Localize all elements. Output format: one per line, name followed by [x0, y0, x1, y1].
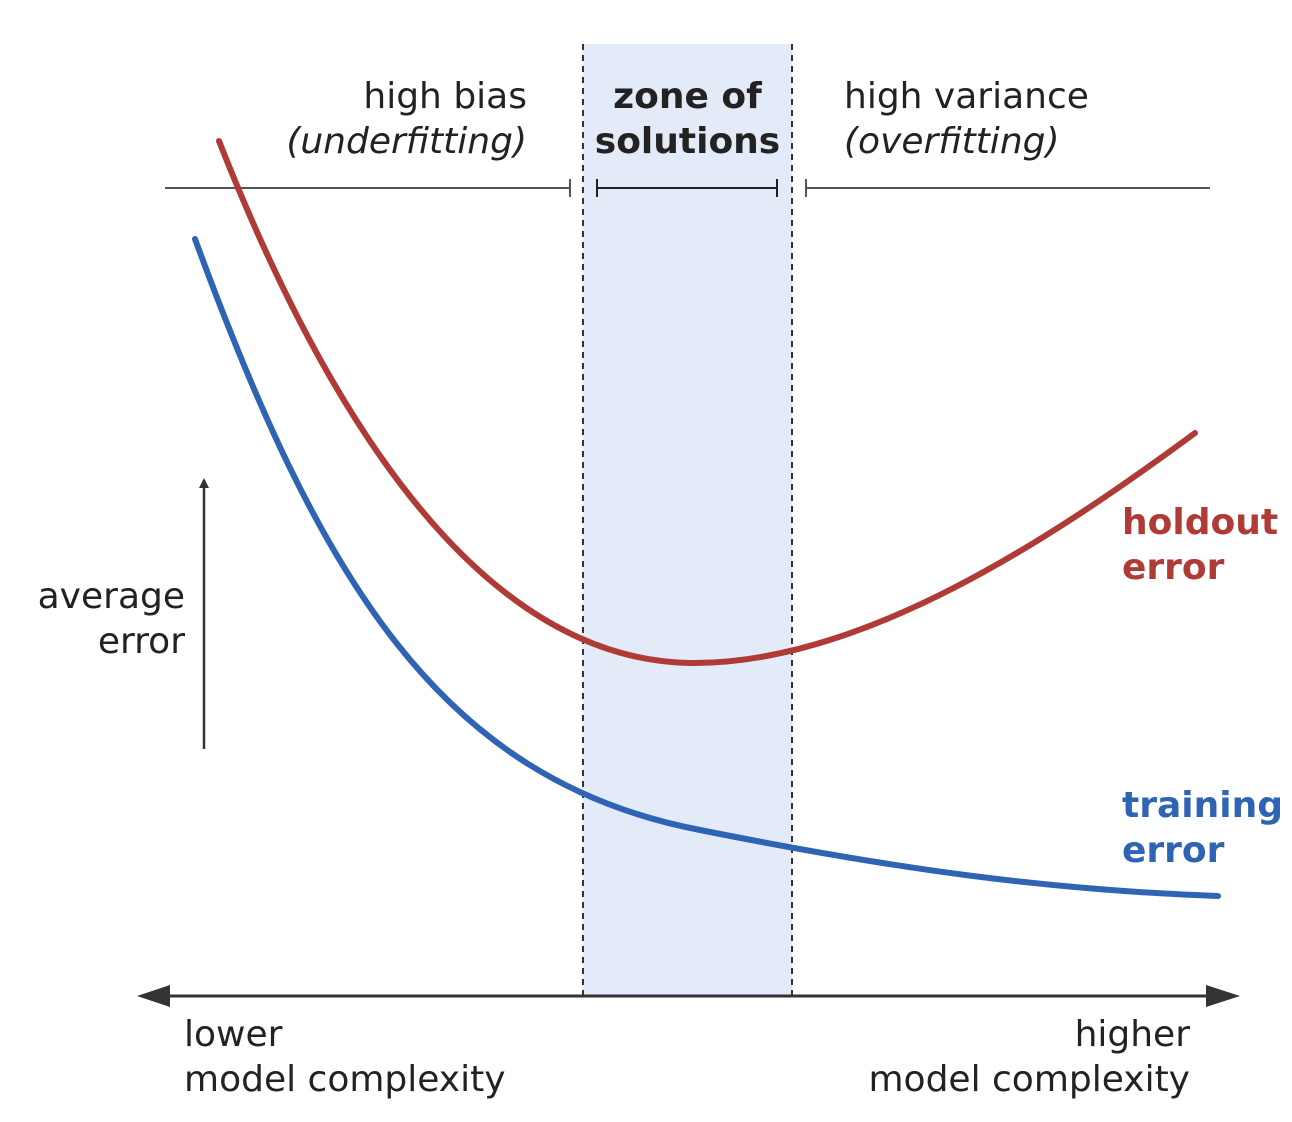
holdout-error-text: error — [1122, 547, 1225, 588]
x-axis-left-label: lower model complexity — [184, 1012, 506, 1102]
holdout-text: holdout — [1122, 502, 1279, 543]
holdout-error-label: holdout error — [1122, 500, 1278, 590]
training-error-label: training error — [1122, 783, 1283, 873]
training-error-curve — [192, 236, 1221, 899]
training-text: training — [1122, 785, 1283, 826]
high-bias-label: high bias (underfitting) — [286, 74, 527, 164]
solutions-text: solutions — [594, 121, 781, 162]
x-axis-right-label: higher model complexity — [868, 1012, 1190, 1102]
training-error-text: error — [1122, 830, 1225, 871]
average-text: average — [37, 576, 185, 617]
higher-model-complexity-text: model complexity — [868, 1059, 1190, 1100]
region-brackets — [165, 179, 1210, 197]
error-text: error — [97, 621, 185, 662]
high-variance-label: high variance (overfitting) — [844, 74, 1089, 164]
y-axis-label: average error — [38, 574, 185, 664]
zone-of-text: zone of — [613, 76, 762, 117]
solution-zone-band — [583, 44, 792, 996]
x-axis-right-arrowhead — [1206, 985, 1240, 1007]
x-axis-left-arrowhead — [137, 985, 170, 1007]
high-variance-text: high variance — [844, 76, 1089, 117]
lower-model-complexity-text: model complexity — [184, 1059, 506, 1100]
holdout-error-curve — [216, 138, 1198, 667]
higher-text: higher — [1074, 1014, 1190, 1055]
zone-of-solutions-label: zone of solutions — [583, 74, 792, 164]
overfitting-text: (overfitting) — [844, 121, 1060, 162]
underfitting-text: (underfitting) — [286, 121, 527, 162]
high-bias-text: high bias — [363, 76, 527, 117]
lower-text: lower — [184, 1014, 283, 1055]
